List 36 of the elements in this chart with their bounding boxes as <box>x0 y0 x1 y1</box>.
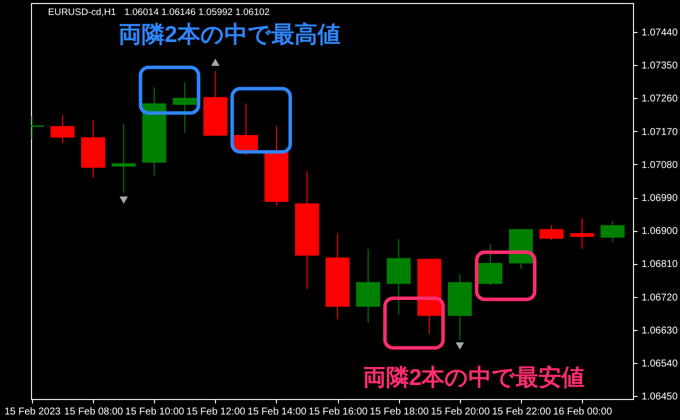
y-tick-label: 1.07350 <box>642 60 678 72</box>
candlestick <box>172 82 197 134</box>
x-tick-label: 16 Feb 00:00 <box>553 406 612 418</box>
annotation: 両隣2本の中で最安値 <box>362 364 585 390</box>
y-tick-label: 1.07080 <box>642 160 678 171</box>
candlestick <box>540 224 564 241</box>
chart-subtitle: 1.06014 1.06146 1.05992 1.06102 <box>124 7 270 18</box>
y-tick-label: 1.06990 <box>642 193 678 204</box>
x-tick-label: 15 Feb 10:00 <box>125 406 185 418</box>
annotation: 両隣2本の中で最高値 <box>118 21 340 48</box>
x-tick-label: 15 Feb 14:00 <box>248 406 307 418</box>
y-tick-label: 1.07170 <box>642 126 678 138</box>
y-tick-label: 1.06450 <box>642 392 678 403</box>
candlestick <box>50 114 75 144</box>
y-tick-label: 1.06900 <box>642 226 678 238</box>
chart-title: EURUSD-cd,H1 <box>48 7 116 18</box>
y-tick-label: 1.07260 <box>642 94 678 105</box>
y-tick-label: 1.06540 <box>642 358 678 370</box>
x-tick-label: 15 Feb 12:00 <box>186 406 246 418</box>
x-tick-label: 15 Feb 18:00 <box>370 406 430 418</box>
candlestick <box>570 218 594 250</box>
candlestick <box>478 244 502 286</box>
y-tick-label: 1.07440 <box>642 28 678 39</box>
point <box>211 58 220 66</box>
y-tick-label: 1.06630 <box>642 325 678 336</box>
point <box>120 196 128 204</box>
x-tick-label: 15 Feb 20:00 <box>430 406 490 418</box>
point <box>456 342 464 350</box>
candlestick <box>112 123 136 194</box>
y-tick-label: 1.06720 <box>642 292 678 304</box>
y-tick-label: 1.06810 <box>642 259 678 270</box>
x-tick-label: 15 Feb 22:00 <box>492 406 552 418</box>
x-tick-label: 15 Feb 16:00 <box>308 406 368 418</box>
x-tick-label: 15 Feb 2023 <box>4 406 62 418</box>
candlestick <box>600 220 625 242</box>
x-tick-label: 15 Feb 08:00 <box>64 406 124 418</box>
